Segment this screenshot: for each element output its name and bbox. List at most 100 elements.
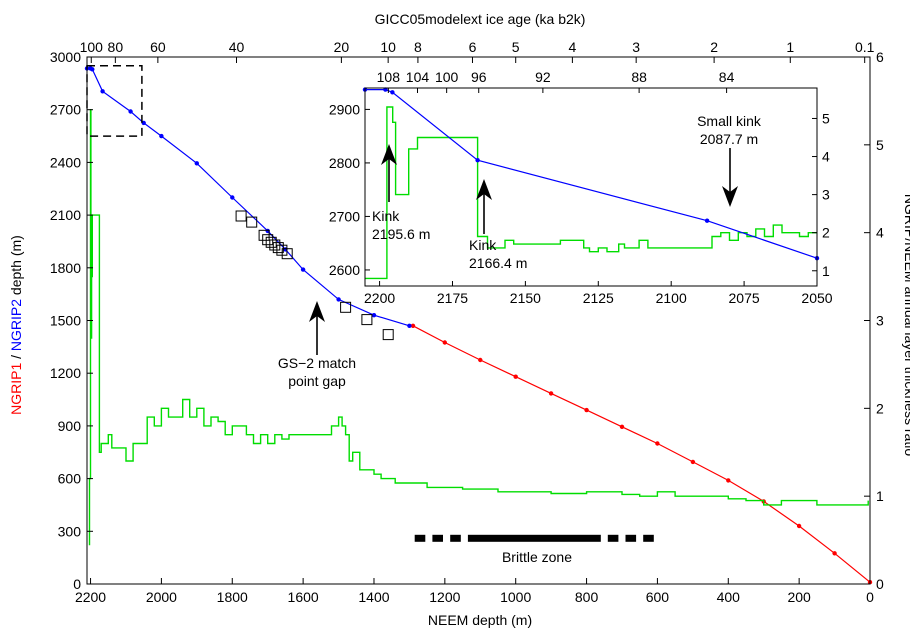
brittle-zone-segment: [432, 534, 443, 542]
inset-x-tick-label: 2075: [729, 290, 760, 306]
series-point-ngrip1: [442, 340, 447, 345]
series-point-ngrip2: [336, 297, 341, 302]
brittle-zone-segment: [450, 534, 461, 542]
y-axis-right-label: NGRIP/NEEM annual layer thickness ratio: [902, 194, 910, 456]
series-point-ngrip1: [548, 391, 554, 396]
series-point-ngrip2: [230, 195, 235, 200]
brittle-zone-segment: [467, 534, 601, 542]
top-age-tick-label: 6: [469, 39, 477, 55]
inset-kink-arrow-head: [476, 179, 492, 200]
inset-x-tick-label: 2150: [510, 290, 541, 306]
inset-plot: 2200 2175 2150 2125 2100 2075 2050260027002800…: [329, 69, 833, 306]
x-tick-label: 1000: [500, 589, 531, 605]
brittle-zone-label: Brittle zone: [502, 549, 572, 565]
x-tick-label: 800: [575, 589, 599, 605]
inset-annotation-text: 2087.7 m: [700, 131, 758, 147]
series-line-ngrip-neem-annual-layer-thickness-ratio: [88, 108, 869, 546]
inset-top-tick-label: 92: [535, 69, 551, 85]
series-point-ngrip1: [478, 357, 483, 363]
top-age-tick-label: 100: [80, 39, 104, 55]
y-left-tick-label: 2700: [50, 102, 81, 118]
series-point-ngrip2: [100, 89, 105, 94]
x-tick-label: 1400: [358, 589, 389, 605]
inset-y-right-tick-label: 2: [822, 225, 830, 241]
series-point-ngrip1: [513, 374, 518, 379]
y-left-label-part-1: /: [8, 351, 24, 363]
gs2-annotation-line-2: point gap: [288, 373, 346, 389]
inset-annotation-text: Kink: [372, 208, 400, 224]
inset-y-right-tick-label: 5: [822, 110, 830, 126]
x-tick-label: 600: [646, 589, 670, 605]
inset-x-tick-label: 2125: [583, 290, 614, 306]
x-tick-label: 2200: [75, 589, 106, 605]
y-left-tick-label: 3000: [50, 49, 81, 65]
series-point-ngrip1: [584, 407, 589, 413]
inset-frame: [364, 87, 818, 287]
series-point-ngrip2: [128, 109, 133, 114]
match-point-square: [246, 216, 258, 228]
y-left-tick-label: 2400: [50, 154, 81, 170]
inset-annotation-text: Kink: [469, 237, 497, 253]
y-right-tick-label: 0: [876, 576, 884, 592]
inset-y-left-tick-label: 2700: [329, 208, 360, 224]
inset-y-left-tick-label: 2900: [329, 101, 360, 117]
brittle-zone-segment: [607, 534, 619, 542]
top-age-tick-label: 40: [229, 39, 245, 55]
x-axis-label: NEEM depth (m): [428, 612, 532, 628]
y-left-tick-label: 0: [73, 576, 81, 592]
inset-ngrip-point: [704, 218, 710, 223]
inset-y-right-tick-label: 3: [822, 187, 830, 203]
top-age-tick-label: 20: [334, 39, 350, 55]
inset-top-tick-label: 108: [377, 69, 401, 85]
x-tick-label: 1200: [429, 589, 460, 605]
top-age-tick-label: 80: [108, 39, 124, 55]
series-point-ngrip1: [655, 441, 660, 446]
match-point-square: [340, 301, 352, 313]
inset-x-tick-label: 2200: [364, 290, 395, 306]
inset-y-right-tick-label: 4: [822, 149, 830, 165]
series-point-ngrip1: [619, 424, 625, 429]
top-age-tick-label: 0.1: [855, 39, 875, 55]
top-age-tick-label: 10: [380, 39, 396, 55]
match-point-square: [235, 210, 247, 222]
gs2-annotation-line-1: GS−2 match: [278, 355, 356, 371]
top-age-tick-label: 1: [786, 39, 794, 55]
y-left-tick-label: 300: [58, 523, 82, 539]
brittle-zone-segment: [625, 534, 637, 542]
y-left-label-part-0: NGRIP1: [8, 363, 24, 415]
inset-kink-arrow-head: [722, 186, 738, 207]
brittle-zone-segment: [414, 534, 426, 542]
series-point-ngrip1: [410, 323, 416, 328]
inset-ratio-line: [365, 106, 817, 280]
inset-top-tick-label: 100: [435, 69, 459, 85]
series-point-ngrip2: [159, 133, 164, 139]
top-age-tick-label: 3: [632, 39, 640, 55]
inset-x-tick-label: 2175: [437, 290, 468, 306]
inset-annotation-text: 2166.4 m: [469, 255, 527, 271]
series-point-ngrip2: [407, 323, 412, 328]
inset-kink-arrow-head: [381, 144, 397, 165]
match-point-square: [258, 229, 270, 241]
top-age-tick-label: 4: [568, 39, 576, 55]
y-right-tick-label: 3: [876, 313, 884, 329]
inset-y-left-tick-label: 2600: [329, 262, 360, 278]
x-tick-label: 1600: [288, 589, 319, 605]
inset-x-tick-label: 2100: [656, 290, 687, 306]
y-left-tick-label: 1200: [50, 365, 81, 381]
series-point-ngrip1: [832, 551, 837, 556]
inset-ngrip-point: [390, 90, 395, 95]
top-age-tick-label: 8: [414, 39, 422, 55]
inset-top-tick-label: 84: [719, 69, 735, 85]
y-left-tick-label: 1500: [50, 313, 81, 329]
y-left-label-part-3: depth (m): [8, 235, 24, 299]
series-point-ngrip1: [726, 478, 731, 483]
y-left-tick-label: 1800: [50, 260, 81, 276]
inset-ngrip-line: [365, 88, 818, 259]
series-point-ngrip2: [194, 161, 199, 166]
gs2-arrow-head: [309, 301, 325, 322]
x-tick-label: 400: [717, 589, 741, 605]
y-right-tick-label: 4: [876, 225, 884, 241]
series-point-ngrip1: [796, 523, 802, 529]
main-plot: 2200 2000 1800 1600 1400 1200 1000 800 600 400 200…: [50, 39, 884, 605]
